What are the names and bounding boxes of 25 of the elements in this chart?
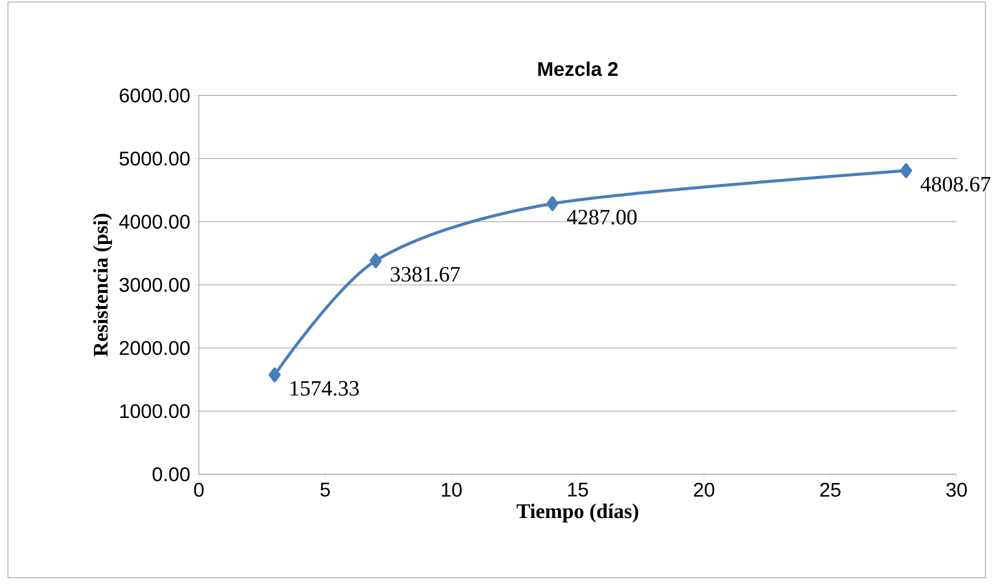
data-label: 4287.00 xyxy=(567,210,637,225)
data-label: 1574.33 xyxy=(290,381,359,396)
point xyxy=(370,253,382,268)
x-tick-label: 25 xyxy=(820,482,840,497)
x-tick-label: 5 xyxy=(320,482,330,497)
y-axis-title: Resistencia (psi) xyxy=(93,214,112,357)
x-tick-label: 10 xyxy=(442,482,462,497)
y-tick-label: 3000.00 xyxy=(120,278,190,292)
y-tick-label: 2000.00 xyxy=(120,341,190,356)
y-tick-label: 4000.00 xyxy=(119,214,190,229)
chart-title: Mezcla 2 xyxy=(538,62,618,76)
y-tick-label: 1000.00 xyxy=(120,404,190,418)
point xyxy=(900,163,912,178)
y-tick-label: 0.00 xyxy=(152,467,190,482)
x-tick-label: 20 xyxy=(694,482,714,497)
data-label: 3381.67 xyxy=(390,267,460,282)
x-tick-label: 15 xyxy=(568,482,588,497)
y-tick-label: 5000.00 xyxy=(120,152,190,166)
point xyxy=(268,368,281,383)
y-tick-label: 6000.00 xyxy=(120,88,190,103)
x-tick-label: 0 xyxy=(194,482,204,497)
point xyxy=(546,196,558,212)
x-tick-label: 30 xyxy=(946,482,967,497)
x-axis-title: Tiempo (días) xyxy=(516,504,638,523)
data-label: 4808.67 xyxy=(920,177,990,192)
